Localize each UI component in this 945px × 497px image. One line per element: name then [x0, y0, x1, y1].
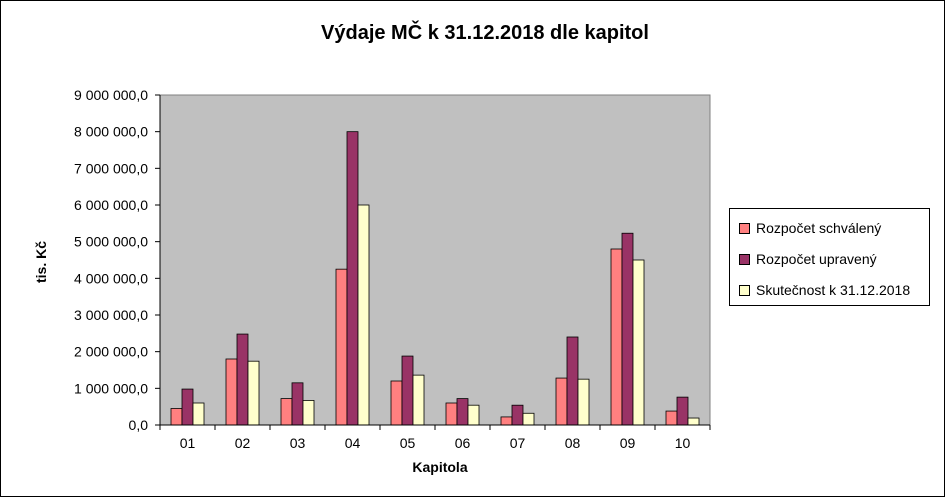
- x-tick-label: 08: [565, 435, 581, 451]
- bar-04-series-1: [335, 268, 348, 426]
- bar-08-series-1: [555, 377, 568, 426]
- legend-swatch-skutecnost: [739, 284, 750, 296]
- bar-10-series-3: [687, 417, 700, 426]
- legend-item-skutecnost: Skutečnost k 31.12.2018: [739, 281, 910, 299]
- x-tick-label: 02: [235, 435, 251, 451]
- x-axis-title: Kapitola: [412, 459, 467, 475]
- bar-07-series-1: [500, 416, 513, 426]
- bar-10-series-1: [665, 410, 678, 426]
- bar-05-series-3: [412, 374, 425, 426]
- bar-02-series-1: [225, 358, 238, 426]
- y-tick-label: 5 000 000,0: [74, 234, 148, 250]
- bar-08-series-3: [577, 378, 590, 426]
- legend-label-rozpocet-schvaleny: Rozpočet schválený: [756, 220, 882, 236]
- legend-label-rozpocet-upraveny: Rozpočet upravený: [756, 251, 877, 267]
- bar-01-series-3: [192, 402, 205, 426]
- bar-07-series-3: [522, 412, 535, 426]
- legend-label-skutecnost: Skutečnost k 31.12.2018: [756, 282, 911, 298]
- bar-10-series-2: [676, 396, 689, 426]
- y-tick-label: 9 000 000,0: [74, 87, 148, 103]
- bar-09-series-3: [632, 259, 645, 426]
- bar-08-series-2: [566, 336, 579, 426]
- bar-04-series-3: [357, 204, 370, 426]
- y-axis-title: tis. Kč: [33, 241, 49, 283]
- bar-03-series-3: [302, 400, 315, 426]
- y-tick-label: 6 000 000,0: [74, 197, 148, 213]
- y-tick-label: 4 000 000,0: [74, 270, 148, 286]
- y-tick-label: 7 000 000,0: [74, 160, 148, 176]
- x-tick-label: 04: [345, 435, 361, 451]
- bar-06-series-2: [456, 398, 469, 426]
- bar-04-series-2: [346, 131, 359, 426]
- bar-09-series-2: [621, 232, 634, 426]
- y-tick-label: 1 000 000,0: [74, 380, 148, 396]
- x-tick-label: 05: [400, 435, 416, 451]
- bar-02-series-3: [247, 360, 260, 426]
- bar-05-series-1: [390, 380, 403, 426]
- x-tick-label: 03: [290, 435, 306, 451]
- bar-06-series-3: [467, 404, 480, 426]
- legend: Rozpočet schválený Rozpočet upravený Sku…: [729, 208, 930, 306]
- x-tick-label: 10: [675, 435, 691, 451]
- bar-03-series-1: [280, 398, 293, 426]
- legend-swatch-rozpocet-upraveny: [739, 253, 750, 265]
- bar-05-series-2: [401, 355, 414, 426]
- legend-item-rozpocet-upraveny: Rozpočet upravený: [739, 250, 877, 268]
- bar-02-series-2: [236, 333, 249, 426]
- legend-swatch-rozpocet-schvaleny: [739, 222, 750, 234]
- x-tick-label: 07: [510, 435, 526, 451]
- bar-06-series-1: [445, 402, 458, 426]
- y-tick-label: 8 000 000,0: [74, 124, 148, 140]
- y-tick-label: 0,0: [129, 417, 149, 433]
- bar-01-series-1: [170, 408, 183, 426]
- bar-03-series-2: [291, 382, 304, 426]
- y-tick-label: 3 000 000,0: [74, 307, 148, 323]
- bar-01-series-2: [181, 388, 194, 426]
- x-tick-label: 01: [180, 435, 196, 451]
- y-tick-label: 2 000 000,0: [74, 344, 148, 360]
- legend-item-rozpocet-schvaleny: Rozpočet schválený: [739, 219, 881, 237]
- bar-07-series-2: [511, 404, 524, 426]
- chart-title: Výdaje MČ k 31.12.2018 dle kapitol: [321, 22, 649, 44]
- x-tick-label: 06: [455, 435, 471, 451]
- bar-09-series-1: [610, 248, 623, 426]
- x-tick-label: 09: [620, 435, 636, 451]
